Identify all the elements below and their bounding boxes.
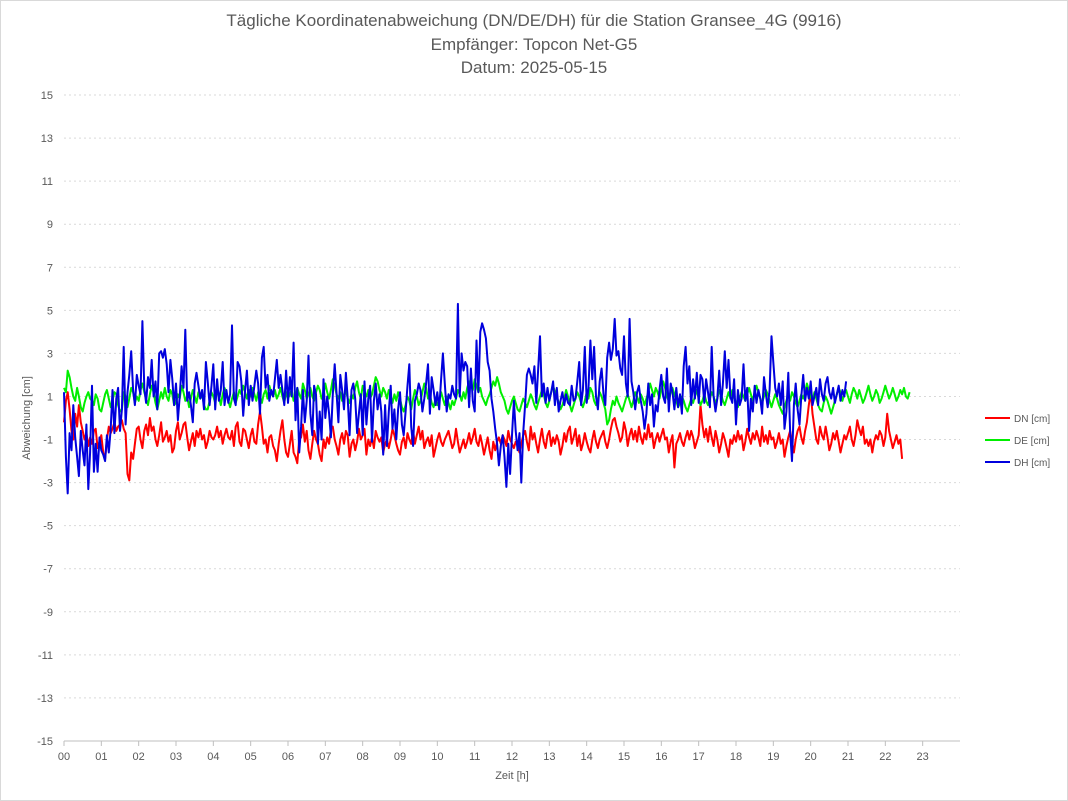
y-tick-label: 11 <box>42 176 53 188</box>
x-tick-label: 11 <box>469 751 480 763</box>
legend-label: DH [cm] <box>1014 458 1050 469</box>
x-tick-label: 00 <box>58 751 70 763</box>
x-tick-label: 03 <box>170 751 182 763</box>
y-tick-label: -13 <box>37 693 53 705</box>
x-tick-label: 23 <box>917 751 929 763</box>
y-tick-label: 7 <box>47 262 53 274</box>
x-tick-label: 14 <box>581 751 593 763</box>
y-tick-label: -15 <box>37 736 53 748</box>
chart-date: Datum: 2025-05-15 <box>460 58 608 77</box>
y-tick-label: -11 <box>38 650 53 662</box>
x-tick-label: 04 <box>207 751 219 763</box>
x-tick-label: 21 <box>842 751 854 763</box>
x-tick-label: 06 <box>282 751 294 763</box>
chart-title: Tägliche Koordinatenabweichung (DN/DE/DH… <box>226 11 842 30</box>
series-lines <box>63 302 911 495</box>
x-tick-label: 19 <box>767 751 779 763</box>
x-tick-label: 02 <box>133 751 145 763</box>
y-tick-label: -3 <box>43 478 53 490</box>
x-tick-label: 18 <box>730 751 742 763</box>
legend: DN [cm] DE [cm] DH [cm] <box>985 414 1050 469</box>
chart-subtitle: Empfänger: Topcon Net-G5 <box>430 35 638 54</box>
series-line-dh <box>63 302 848 495</box>
y-tick-label: 15 <box>41 90 53 102</box>
y-axis-label: Abweichung [cm] <box>21 376 33 460</box>
x-tick-label: 13 <box>543 751 555 763</box>
x-tick-label: 09 <box>394 751 406 763</box>
x-tick-label: 07 <box>319 751 331 763</box>
x-tick-label: 08 <box>357 751 369 763</box>
y-tick-label: 3 <box>47 348 53 360</box>
x-axis-ticks: 00 01 02 03 04 05 06 07 08 09 10 11 12 13 14 15 16 17 18 19… <box>58 741 929 763</box>
y-tick-label: 1 <box>47 391 53 403</box>
x-tick-label: 17 <box>693 751 705 763</box>
x-tick-label: 22 <box>879 751 891 763</box>
x-tick-label: 10 <box>431 751 443 763</box>
y-tick-label: -1 <box>43 435 53 447</box>
y-tick-label: -5 <box>43 521 53 533</box>
x-tick-label: 16 <box>655 751 667 763</box>
x-axis-label: Zeit [h] <box>495 770 529 782</box>
series-line-dn <box>63 391 904 482</box>
x-tick-label: 20 <box>805 751 817 763</box>
legend-label: DE [cm] <box>1014 436 1050 447</box>
y-tick-label: -7 <box>43 564 53 576</box>
legend-label: DN [cm] <box>1014 414 1050 425</box>
y-tick-label: 5 <box>47 305 53 317</box>
x-tick-label: 12 <box>506 751 518 763</box>
y-axis-ticks: 15 13 11 9 7 5 3 1 -1 -3 -5 -7 -9 -11 -13 -15 <box>37 90 53 748</box>
y-tick-label: 9 <box>47 219 53 231</box>
x-tick-label: 01 <box>95 751 107 763</box>
y-tick-label: 13 <box>41 133 53 145</box>
y-tick-label: -9 <box>43 607 53 619</box>
x-tick-label: 05 <box>245 751 257 763</box>
x-tick-label: 15 <box>618 751 630 763</box>
